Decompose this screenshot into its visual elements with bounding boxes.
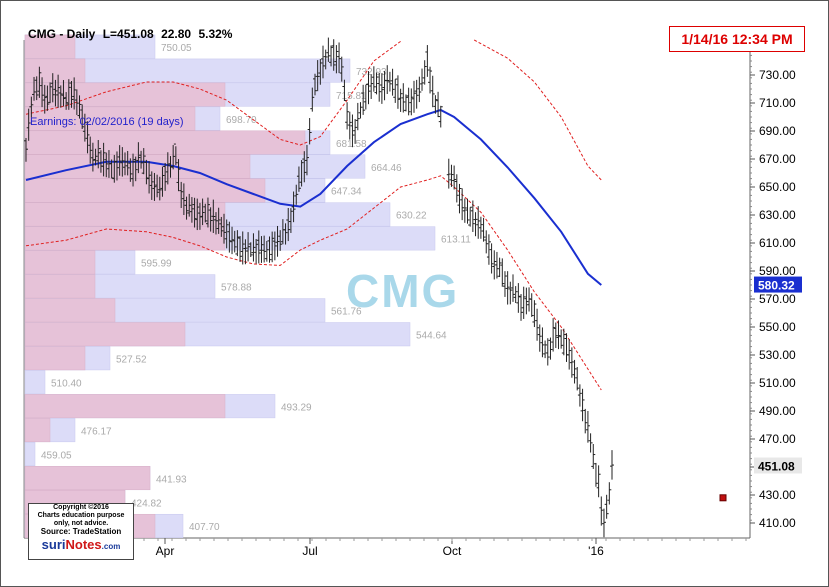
volume-profile-label: 732.93 bbox=[356, 67, 387, 78]
volume-profile-label: 544.64 bbox=[416, 331, 447, 342]
source-line: Source: TradeStation bbox=[40, 527, 122, 536]
volume-profile-bar-pink bbox=[24, 394, 226, 419]
volume-profile-bar-pink bbox=[24, 250, 96, 275]
volume-profile-bar-pink bbox=[24, 322, 186, 347]
volume-profile-label: 578.88 bbox=[221, 283, 252, 294]
percent-change-label: 5.32% bbox=[198, 27, 233, 41]
envelope-bands bbox=[25, 39, 602, 391]
y-tick-label: 690.00 bbox=[759, 124, 796, 138]
volume-profile-label: 527.52 bbox=[116, 354, 147, 365]
logo-part-notes: Notes bbox=[65, 537, 102, 552]
volume-profile-bar-pink bbox=[24, 106, 196, 131]
price-bars bbox=[24, 37, 614, 538]
volume-profile-label: 407.70 bbox=[189, 522, 220, 533]
moving-average bbox=[25, 108, 602, 286]
volume-profile-label: 595.99 bbox=[141, 259, 172, 270]
moving-average-line bbox=[25, 108, 602, 286]
volume-profile-label: 510.40 bbox=[51, 378, 82, 389]
logo-part-suri: suri bbox=[41, 537, 66, 552]
volume-profile-label: 647.34 bbox=[331, 187, 362, 198]
chart-header: CMG - Daily L=451.08 22.80 5.32% bbox=[28, 27, 236, 41]
upper-band-line bbox=[25, 40, 401, 146]
change-label: 22.80 bbox=[161, 27, 192, 41]
y-tick-label: 730.00 bbox=[759, 68, 796, 82]
volume-profile-label: 441.93 bbox=[156, 474, 187, 485]
volume-profile-bar-pink bbox=[24, 34, 76, 59]
volume-profile-label: 715.81 bbox=[336, 91, 367, 102]
y-axis: 730.00 710.00 690.00 670.00 650.00 630.00 610.… bbox=[750, 43, 796, 530]
x-tick-label: '16 bbox=[588, 544, 604, 558]
disclaimer-line-2: only, not advice. bbox=[53, 520, 109, 527]
volume-profile-bar-blue bbox=[24, 442, 36, 467]
symbol-watermark: CMG bbox=[346, 265, 460, 317]
volume-profile-bar-pink bbox=[24, 274, 96, 299]
volume-profile-label: 664.46 bbox=[371, 163, 402, 174]
volume-profile-label: 613.11 bbox=[441, 235, 471, 246]
disclaimer-line: Charts education purpose bbox=[37, 512, 125, 519]
last-price-tag-bg bbox=[754, 457, 802, 474]
volume-profile-bar-pink bbox=[24, 346, 86, 371]
volume-profile-bar-pink bbox=[24, 178, 266, 203]
y-tick-label: 650.00 bbox=[759, 180, 796, 194]
volume-profile-bar-pink bbox=[24, 298, 116, 323]
volume-profile-bar-pink bbox=[24, 130, 306, 155]
x-tick-label: Oct bbox=[443, 544, 462, 558]
y-tick-label: 590.00 bbox=[759, 264, 796, 278]
volume-profile: 750.05 732.93 715.81 698.70 681.58 664.46 647.… bbox=[24, 34, 471, 538]
y-tick-label: 510.00 bbox=[759, 376, 796, 390]
ma-value-tag: 580.32 bbox=[758, 279, 795, 293]
volume-profile-bar-pink bbox=[24, 202, 226, 227]
timestamp-badge: 1/14/16 12:34 PM bbox=[669, 26, 805, 52]
earnings-label: Earnings: 02/02/2016 (19 days) bbox=[30, 116, 184, 128]
y-tick-label: 470.00 bbox=[759, 432, 796, 446]
copyright-box: Copyright ©2016 Charts education purpose… bbox=[28, 503, 134, 560]
surinotes-logo[interactable]: suriNotes.com bbox=[29, 538, 133, 554]
y-tick-label: 610.00 bbox=[759, 236, 796, 250]
x-tick-label: Jul bbox=[302, 544, 317, 558]
last-price-tag: 451.08 bbox=[758, 459, 795, 473]
volume-profile-bar-pink bbox=[24, 154, 251, 179]
volume-profile-label: 459.05 bbox=[41, 450, 72, 461]
volume-profile-label: 630.22 bbox=[396, 211, 427, 222]
y-tick-label: 490.00 bbox=[759, 404, 796, 418]
volume-profile-bar-blue bbox=[24, 370, 46, 395]
symbol-label: CMG - Daily bbox=[28, 27, 96, 41]
x-axis: Apr Jul Oct '16 bbox=[31, 538, 747, 558]
y-tick-label: 570.00 bbox=[759, 292, 796, 306]
volume-profile-label: 493.29 bbox=[281, 402, 312, 413]
y-tick-label: 530.00 bbox=[759, 348, 796, 362]
price-tags: 580.32 451.08 bbox=[719, 276, 802, 502]
y-tick-label: 410.00 bbox=[759, 516, 796, 530]
volume-profile-label: 561.76 bbox=[331, 307, 362, 318]
volume-profile-label: 681.58 bbox=[336, 139, 367, 150]
volume-profile-label: 476.17 bbox=[81, 426, 112, 437]
x-tick-label: Apr bbox=[156, 544, 175, 558]
last-price-label: L=451.08 bbox=[102, 27, 154, 41]
y-tick-label: 710.00 bbox=[759, 96, 796, 110]
copyright-line: Copyright ©2016 bbox=[53, 504, 109, 511]
y-tick-label: 670.00 bbox=[759, 152, 796, 166]
volume-profile-bar-pink bbox=[24, 418, 51, 443]
lower-band-line bbox=[25, 175, 602, 391]
alert-marker bbox=[719, 494, 727, 502]
volume-profile-label: 698.70 bbox=[226, 115, 257, 126]
ma-value-tag-bg bbox=[754, 276, 802, 293]
volume-profile-bar-pink bbox=[24, 466, 151, 491]
volume-profile-label: 750.05 bbox=[161, 43, 192, 54]
volume-profile-label: 424.82 bbox=[131, 498, 162, 509]
y-tick-label: 430.00 bbox=[759, 488, 796, 502]
upper-band-line-2 bbox=[473, 39, 602, 181]
logo-part-com: .com bbox=[101, 542, 121, 551]
y-tick-label: 630.00 bbox=[759, 208, 796, 222]
y-tick-label: 550.00 bbox=[759, 320, 796, 334]
